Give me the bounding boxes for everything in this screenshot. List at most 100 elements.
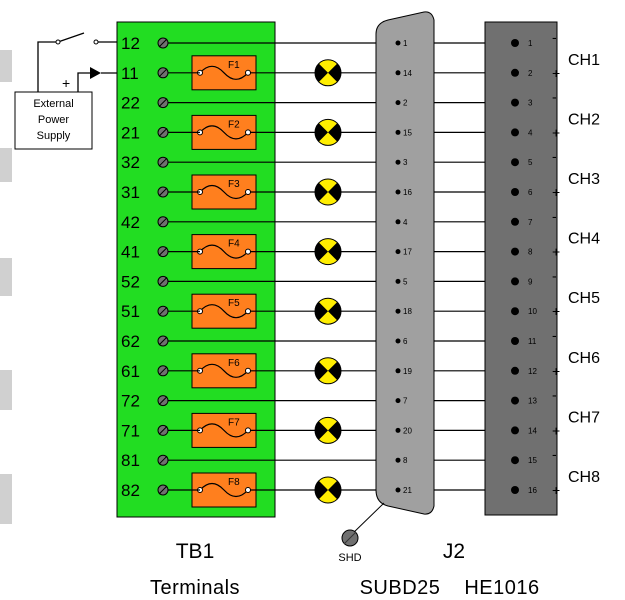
lamp-segment [315,361,341,380]
lamp-segment [315,302,341,321]
lamp-segment [315,421,341,440]
j2-pin-dot [395,278,401,284]
switch-contact-right-icon [93,39,99,45]
j2-pin-18: 18 [403,307,412,316]
j2-pin-dot [395,457,401,463]
module-pin-dot [511,158,519,167]
terminal-block-caption: Terminals [150,577,240,599]
terminal-number-51: 51 [121,302,140,321]
j2-pin-dot [395,70,401,76]
plus-sign: + [552,363,560,379]
j2-pin-17: 17 [403,248,412,257]
j2-pin-3: 3 [403,158,408,167]
module-pin-dot [511,307,519,316]
fuse-contact-icon [245,367,251,374]
fuse-element-icon [199,244,249,259]
j2-pin-dot [395,159,401,165]
j2-connector-body [375,11,435,515]
j2-pin-20: 20 [403,426,412,435]
module-pin-dot [511,337,519,345]
j2-pin-dot [395,427,401,433]
j2-pin-dot [395,398,401,404]
j2-pin-dot [395,100,401,106]
channel-label-CH2: CH2 [568,111,600,128]
terminal-number-61: 61 [121,362,140,381]
terminal-screw-slot [158,247,168,256]
indicator-lamp-icon [314,178,342,206]
j2-pin-8: 8 [403,456,408,465]
power-supply-label-line1: External [33,98,73,110]
j2-pin-dot [395,189,401,195]
module-pin-8: 8 [528,248,533,257]
module-caption: HE1016 [464,577,539,599]
module-pin-7: 7 [528,218,533,227]
fuse-contact-icon [245,308,251,315]
terminal-number-62: 62 [121,332,140,351]
plus-sign: + [552,482,560,498]
channel-label-CH4: CH4 [568,231,600,248]
j2-pin-7: 7 [403,397,408,406]
terminal-screw-slot [158,98,168,107]
module-pin-dot [511,247,519,256]
power-supply-label-line3: Supply [37,130,71,142]
channel-label-CH7: CH7 [568,409,600,426]
terminal-number-81: 81 [121,451,140,470]
plus-sign: + [552,422,560,438]
module-pin-dot [511,456,519,465]
module-pin-11: 11 [528,337,537,346]
switch-contact-left-icon [55,39,61,45]
plus-sign: + [552,184,560,200]
plus-sign: + [552,244,560,260]
fuse-contact-icon [245,69,251,76]
terminal-number-52: 52 [121,272,140,291]
lamp-segment [315,63,341,82]
fuse-element-icon [199,184,249,200]
indicator-lamp-icon [314,476,342,504]
positive-arrow-icon [90,67,101,79]
fuse-contact-icon [245,427,251,434]
j2-pin-dot [395,249,401,255]
terminal-screw-slot [158,336,168,346]
channel-label-CH1: CH1 [568,52,600,69]
terminal-screw-slot [158,306,168,316]
j2-pin-19: 19 [403,367,412,376]
terminal-number-12: 12 [121,34,140,53]
power-supply-box [14,91,93,150]
module-pin-3: 3 [528,99,533,108]
minus-sign: - [552,208,557,224]
module-pin-15: 15 [528,456,537,465]
lamp-segment [315,123,341,142]
terminal-block-name: TB1 [176,540,215,563]
fuse-label: F1 [228,60,240,71]
switch-wire [37,41,58,92]
module-pin-10: 10 [528,307,537,316]
module-pin-9: 9 [528,277,533,286]
terminal-number-21: 21 [121,123,140,142]
terminal-screw-slot [158,68,168,78]
module-pin-dot [511,68,519,77]
module-pin-12: 12 [528,367,537,376]
minus-sign: - [552,148,557,164]
j2-pin-5: 5 [403,277,408,286]
plus-sign: + [552,65,560,81]
module-pin-16: 16 [528,486,537,495]
fuse-label: F5 [228,298,240,309]
terminal-screw-slot [158,396,168,405]
channel-label-CH8: CH8 [568,469,600,486]
module-pin-dot [511,486,519,494]
positive-wire [77,72,90,92]
minus-sign: - [552,29,557,45]
fuse-contact-icon [245,189,251,195]
j2-pin-dot [395,129,401,135]
module-body [484,21,558,516]
channel-labels: -+CH1-+CH2-+CH3-+CH4-+CH5-+CH6-+CH7-+CH8 [552,29,600,498]
module-pin-dot [511,39,519,47]
terminal-screw-slot [158,217,168,227]
j2-pin-14: 14 [403,69,412,78]
shield-wire [349,502,385,537]
j2-pin-dot [395,308,401,314]
fuse-label: F7 [228,417,240,428]
j2-pin-21: 21 [403,486,412,495]
